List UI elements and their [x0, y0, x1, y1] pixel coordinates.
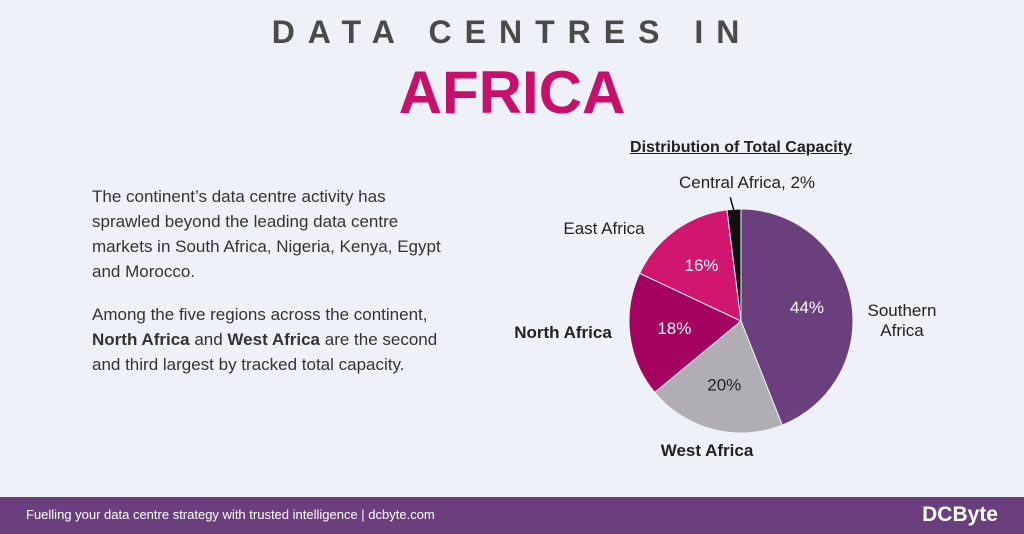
pie-slice [653, 320, 783, 434]
footer-tagline: Fuelling your data centre strategy with … [26, 507, 435, 522]
value-label: 20% [707, 376, 741, 395]
pie-slice [740, 208, 854, 426]
title-line: DATA CENTRES IN [271, 14, 753, 50]
chart-title: Distribution of Total Capacity [630, 139, 852, 156]
pie-slice [638, 209, 742, 322]
category-label: East Africa [563, 219, 645, 238]
text-segment: West Africa [227, 330, 321, 349]
value-label: 44% [790, 298, 824, 317]
text-segment: North Africa [92, 330, 190, 349]
title-main: AFRICA [398, 59, 626, 126]
footer: Fuelling your data centre strategy with … [0, 497, 1024, 534]
value-label: 16% [684, 256, 718, 275]
category-label: Central Africa, 2% [678, 173, 816, 192]
category-label: West Africa [660, 441, 754, 460]
text-segment: and [189, 330, 228, 349]
paragraph: Among the five regions across the contin… [92, 302, 452, 377]
category-label: Southern Africa [867, 301, 937, 340]
pie-slice [628, 272, 742, 394]
text-segment: Among the five regions across the contin… [92, 305, 428, 324]
paragraph: The continent’s data centre activity has… [92, 187, 441, 281]
leader-line [729, 197, 735, 212]
text-segment: are the second and third largest by trac… [92, 330, 438, 374]
value-label: 18% [657, 319, 691, 338]
category-label: North Africa [514, 323, 612, 342]
logo: DCByte [922, 503, 998, 526]
